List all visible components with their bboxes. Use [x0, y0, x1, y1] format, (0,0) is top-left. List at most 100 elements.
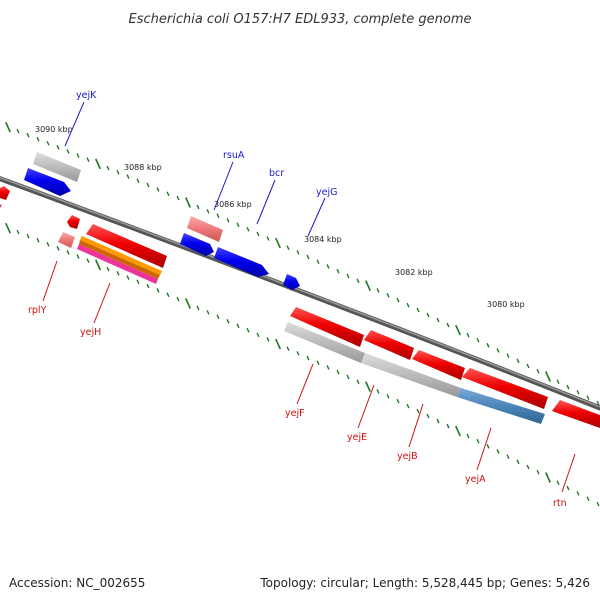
- minor-tick: [36, 136, 40, 142]
- minor-tick: [256, 332, 260, 338]
- cds-reverse-arrow[interactable]: [0, 204, 2, 208]
- minor-tick: [446, 322, 450, 328]
- minor-tick: [256, 231, 260, 237]
- minor-tick: [316, 259, 320, 265]
- minor-tick: [326, 365, 330, 370]
- minor-tick: [426, 413, 430, 419]
- minor-tick: [556, 379, 560, 385]
- minor-tick: [416, 307, 420, 313]
- gene-feature-yejH[interactable]: [79, 240, 160, 279]
- gene-feature-yejA[interactable]: [457, 388, 545, 424]
- minor-tick: [526, 464, 530, 470]
- minor-tick: [496, 449, 500, 454]
- gene-feature-yejE[interactable]: [361, 353, 461, 397]
- minor-tick: [16, 128, 20, 134]
- major-tick: [365, 280, 371, 291]
- minor-tick: [516, 459, 520, 465]
- minor-tick: [236, 222, 240, 228]
- cds-reverse-arrow[interactable]: [67, 215, 80, 229]
- minor-tick: [86, 157, 90, 162]
- gene-label-rtn[interactable]: rtn: [553, 498, 567, 509]
- cds-reverse-arrow[interactable]: [412, 350, 465, 380]
- cds-reverse-arrow[interactable]: [86, 224, 167, 268]
- scale-label: 3082 kbp: [395, 268, 433, 277]
- minor-tick: [586, 496, 590, 502]
- minor-tick: [576, 390, 580, 395]
- minor-tick: [76, 254, 80, 259]
- cds-reverse-arrow[interactable]: [364, 330, 414, 360]
- gene-label-yejK[interactable]: yejK: [76, 90, 97, 101]
- minor-tick: [126, 174, 130, 179]
- gene-label-yejE[interactable]: yejE: [347, 432, 367, 443]
- scale-label: 3088 kbp: [124, 163, 162, 172]
- minor-tick: [196, 204, 200, 210]
- minor-tick: [506, 353, 510, 358]
- minor-tick: [406, 302, 410, 308]
- minor-tick: [26, 233, 30, 239]
- gene-label-rplY[interactable]: rplY: [28, 305, 47, 316]
- gene-feature-yejK[interactable]: [33, 152, 81, 182]
- gene-label-yejB[interactable]: yejB: [397, 451, 418, 462]
- minor-tick: [86, 258, 90, 263]
- gene-feature-yejH[interactable]: [77, 244, 158, 284]
- minor-tick: [176, 296, 180, 302]
- minor-tick: [26, 132, 30, 138]
- minor-tick: [226, 218, 230, 223]
- minor-tick: [146, 182, 150, 188]
- minor-tick: [466, 332, 470, 338]
- gene-feature-rplY[interactable]: [58, 232, 75, 248]
- minor-tick: [426, 312, 430, 318]
- gene-label-bcr[interactable]: bcr: [269, 168, 284, 179]
- scale-label: 3086 kbp: [214, 200, 252, 209]
- major-tick: [185, 197, 191, 208]
- minor-tick: [216, 213, 220, 219]
- minor-tick: [376, 389, 380, 394]
- major-tick: [95, 158, 101, 170]
- major-tick: [275, 338, 281, 350]
- minor-tick: [46, 241, 50, 247]
- cds-forward-arrow[interactable]: [214, 247, 269, 277]
- minor-tick: [296, 250, 300, 255]
- minor-tick: [116, 169, 120, 175]
- scale-label: 3084 kbp: [304, 235, 342, 244]
- minor-tick: [156, 187, 160, 192]
- minor-tick: [396, 297, 400, 303]
- gene-label-yejF[interactable]: yejF: [285, 408, 305, 419]
- gene-label-rsuA[interactable]: rsuA: [223, 150, 245, 161]
- minor-tick: [246, 328, 250, 333]
- minor-tick: [146, 283, 150, 289]
- minor-tick: [336, 268, 340, 274]
- accession-text: Accession: NC_002655: [9, 576, 145, 590]
- cds-forward-arrow[interactable]: [283, 274, 300, 290]
- gene-feature-rsuA[interactable]: [187, 216, 223, 242]
- minor-tick: [176, 195, 180, 201]
- cds-reverse-arrow[interactable]: [290, 307, 364, 347]
- gene-labels: yejK rsuA bcr yejG rplY yejH yejF yejE y…: [28, 90, 567, 509]
- minor-tick: [376, 288, 380, 293]
- major-tick: [5, 121, 11, 133]
- gene-label-yejH[interactable]: yejH: [80, 327, 101, 338]
- minor-tick: [406, 403, 410, 409]
- minor-tick: [436, 418, 440, 424]
- cds-reverse-arrow[interactable]: [462, 368, 548, 409]
- minor-tick: [416, 408, 420, 414]
- major-tick: [95, 259, 101, 271]
- minor-tick: [286, 245, 290, 251]
- gene-feature-yejH[interactable]: [80, 236, 162, 275]
- gene-label-yejG[interactable]: yejG: [316, 187, 337, 198]
- major-tick: [545, 371, 551, 382]
- cds-reverse-arrow[interactable]: [552, 400, 600, 428]
- cds-reverse-arrow[interactable]: [0, 186, 10, 200]
- scale-labels: 3090 kbp 3088 kbp 3086 kbp 3084 kbp 3082…: [35, 125, 525, 309]
- minor-tick: [56, 246, 60, 251]
- major-tick: [5, 222, 11, 234]
- gene-label-yejA[interactable]: yejA: [465, 474, 486, 485]
- cds-forward-arrow[interactable]: [24, 168, 71, 196]
- minor-tick: [76, 153, 80, 158]
- minor-tick: [116, 270, 120, 276]
- cds-forward-arrow[interactable]: [180, 233, 214, 256]
- minor-tick: [346, 374, 350, 380]
- gene-feature-yejF[interactable]: [284, 322, 365, 363]
- minor-tick: [526, 363, 530, 369]
